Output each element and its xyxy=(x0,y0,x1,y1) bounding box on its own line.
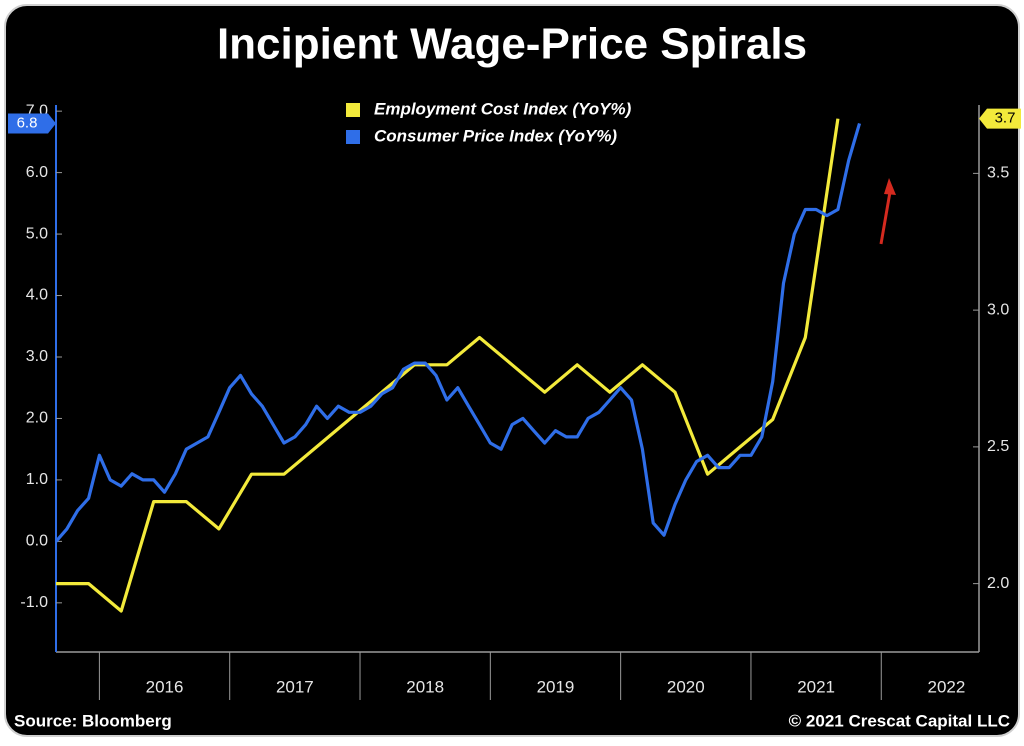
legend-swatch xyxy=(346,103,360,117)
end-label: 3.7 xyxy=(995,110,1016,127)
copyright: © 2021 Crescat Capital LLC xyxy=(789,711,1010,730)
chart-title: Incipient Wage-Price Spirals xyxy=(217,20,807,69)
y-tick-label: 0.0 xyxy=(26,533,48,550)
x-tick-label: 2022 xyxy=(928,677,966,696)
x-tick-label: 2020 xyxy=(667,677,705,696)
y-tick-label: 1.0 xyxy=(26,471,48,488)
y2-tick-label: 2.5 xyxy=(987,438,1009,455)
background xyxy=(4,4,1020,737)
y2-tick-label: 2.0 xyxy=(987,575,1009,592)
end-label-box xyxy=(8,113,56,134)
x-tick-label: 2017 xyxy=(276,677,314,696)
x-tick-label: 2016 xyxy=(146,677,184,696)
series-line xyxy=(56,118,840,613)
arrow xyxy=(879,178,896,245)
x-tick-label: 2018 xyxy=(406,677,444,696)
legend-label: Employment Cost Index (YoY%) xyxy=(374,99,632,118)
y-tick-label: 2.0 xyxy=(26,410,48,427)
y-tick-label: 3.0 xyxy=(26,348,48,365)
legend-label: Consumer Price Index (YoY%) xyxy=(374,126,617,145)
legend-swatch xyxy=(346,130,360,144)
end-label: 6.8 xyxy=(17,114,38,131)
y2-tick-label: 3.5 xyxy=(987,165,1009,182)
end-label-box xyxy=(979,108,1021,129)
series-line xyxy=(54,122,862,543)
source: Source: Bloomberg xyxy=(14,711,172,730)
y2-tick-label: 3.0 xyxy=(987,301,1009,318)
y-tick-label: -1.0 xyxy=(20,594,48,611)
x-tick-label: 2021 xyxy=(797,677,835,696)
y-tick-label: 4.0 xyxy=(26,287,48,304)
y-tick-label: 5.0 xyxy=(26,225,48,242)
legend xyxy=(336,94,716,156)
y-tick-label: 6.0 xyxy=(26,164,48,181)
x-tick-label: 2019 xyxy=(537,677,575,696)
